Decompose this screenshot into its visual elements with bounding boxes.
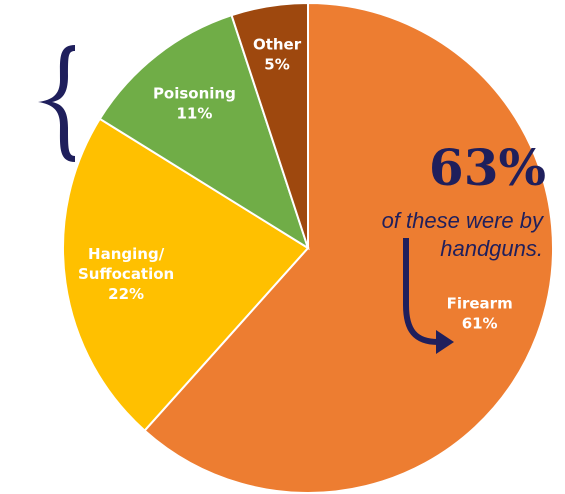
- annotation-headline: 63%: [429, 138, 546, 197]
- slice-value-label: 61%: [462, 315, 498, 333]
- pie-slice: [230, 1, 309, 249]
- annotation-line: of these were by: [382, 208, 545, 233]
- labels: Firearm 61% Hanging/Suffocation 22% Poisonin…: [78, 35, 513, 332]
- slice-value-label: 22%: [108, 285, 144, 303]
- pie-slice: [143, 1, 554, 494]
- slices: [62, 1, 554, 494]
- brace-icon: [38, 45, 75, 162]
- annotation-line: handguns.: [440, 236, 543, 261]
- slice-label: Hanging/Suffocation: [78, 245, 174, 283]
- pie-slice: [62, 117, 310, 433]
- slice-value-label: 5%: [264, 55, 289, 73]
- pie-slice: [98, 13, 310, 251]
- slice-value-label: 11%: [176, 105, 212, 123]
- slice-label: Other: [253, 35, 302, 53]
- slice-label: Firearm: [447, 295, 513, 313]
- arrow: [403, 238, 439, 345]
- arrow-head: [436, 330, 454, 354]
- slice-label: Poisoning: [153, 85, 236, 103]
